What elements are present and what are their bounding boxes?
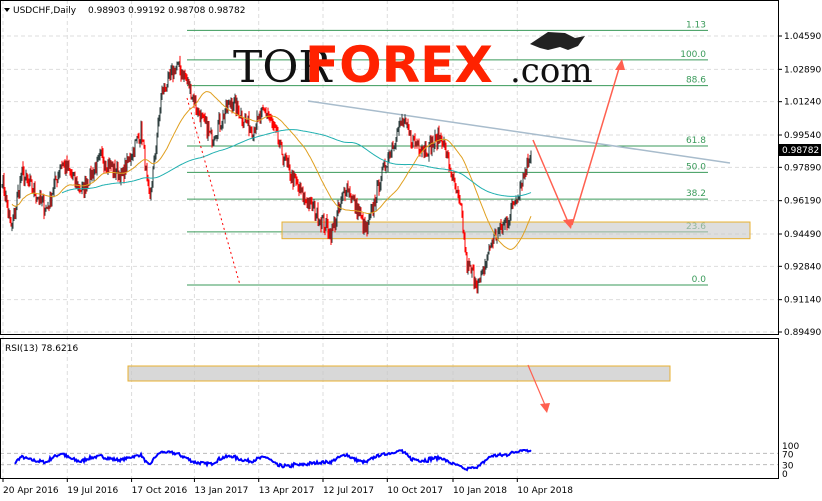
price-tick-label: 0.97890 bbox=[784, 163, 821, 173]
arrow-head-up bbox=[615, 59, 625, 70]
dropdown-triangle-icon[interactable] bbox=[4, 8, 10, 12]
fib-label: 38.2 bbox=[686, 189, 706, 199]
projection-dotted-line[interactable] bbox=[186, 97, 241, 286]
support-zone[interactable] bbox=[281, 221, 751, 240]
price-tick-label: 0.94490 bbox=[784, 230, 821, 240]
fib-label: 1.13 bbox=[686, 20, 706, 30]
ohlc-values: 0.98903 0.99192 0.98708 0.98782 bbox=[88, 6, 245, 16]
price-axis: 1.04590 1.02890 1.01240 0.99540 0.97890 0.961… bbox=[778, 32, 821, 338]
time-tick-label: 20 Apr 2016 bbox=[3, 486, 59, 496]
forecast-arrow-down bbox=[532, 139, 569, 223]
price-tick-label: 0.99540 bbox=[784, 131, 821, 141]
time-tick-label: 19 Jul 2016 bbox=[67, 486, 118, 496]
trend-line[interactable] bbox=[307, 100, 731, 164]
logo-text-suffix: .com bbox=[510, 51, 593, 91]
price-tick-label: 1.02890 bbox=[784, 65, 821, 75]
rsi-line bbox=[14, 448, 532, 472]
rsi-overbought-zone[interactable] bbox=[127, 365, 671, 382]
arrow-head-down bbox=[563, 219, 573, 229]
rsi-tick-label: 30 bbox=[782, 462, 794, 472]
forecast-arrows[interactable] bbox=[532, 59, 625, 229]
time-tick-label: 10 Jan 2018 bbox=[453, 486, 507, 496]
forecast-arrow-up bbox=[571, 64, 621, 226]
time-tick-label: 10 Apr 2018 bbox=[517, 486, 573, 496]
symbol-timeframe: USDCHF,Daily bbox=[13, 6, 77, 16]
price-tick-label: 0.96190 bbox=[784, 197, 821, 207]
candlesticks bbox=[1, 55, 532, 294]
time-tick-label: 12 Jul 2017 bbox=[323, 486, 374, 496]
moving-average-fast bbox=[11, 91, 532, 250]
time-axis: 20 Apr 2016 19 Jul 2016 17 Oct 2016 13 Jan … bbox=[2, 478, 573, 496]
time-tick-label: 17 Oct 2016 bbox=[132, 486, 188, 496]
price-tick-label: 0.92840 bbox=[784, 262, 821, 272]
logo-text-dark: TOR bbox=[233, 42, 333, 93]
time-tick-label: 10 Oct 2017 bbox=[387, 486, 443, 496]
last-price-label: 0.98782 bbox=[782, 146, 819, 156]
rsi-tick-label: 70 bbox=[782, 450, 794, 460]
rsi-label: RSI(13) 78.6216 bbox=[5, 344, 78, 354]
fib-label: 0.0 bbox=[692, 275, 707, 285]
time-tick-label: 13 Apr 2017 bbox=[259, 486, 315, 496]
fib-label: 100.0 bbox=[680, 50, 706, 60]
price-tick-label: 1.01240 bbox=[784, 98, 821, 108]
logo-text-red: FOREX bbox=[305, 36, 493, 94]
bull-icon bbox=[530, 32, 585, 50]
time-tick-label: 13 Jan 2017 bbox=[194, 486, 248, 496]
price-tick-label: 0.91140 bbox=[784, 296, 821, 306]
rsi-tick-label: 0 bbox=[782, 470, 788, 480]
price-tick-label: 1.04590 bbox=[784, 32, 821, 42]
price-tick-label: 0.89490 bbox=[784, 328, 821, 338]
rsi-tick-label: 100 bbox=[782, 442, 799, 452]
moving-average-slow bbox=[61, 129, 532, 197]
rsi-forecast-arrow[interactable] bbox=[527, 364, 550, 413]
fib-label: 50.0 bbox=[686, 162, 706, 172]
fib-label: 88.6 bbox=[686, 76, 706, 86]
fib-label: 61.8 bbox=[686, 136, 706, 146]
rsi-panel-border bbox=[0, 338, 779, 479]
last-price-marker: 0.98782 bbox=[779, 144, 821, 156]
torforex-logo: TOR FOREX .com bbox=[233, 32, 593, 94]
